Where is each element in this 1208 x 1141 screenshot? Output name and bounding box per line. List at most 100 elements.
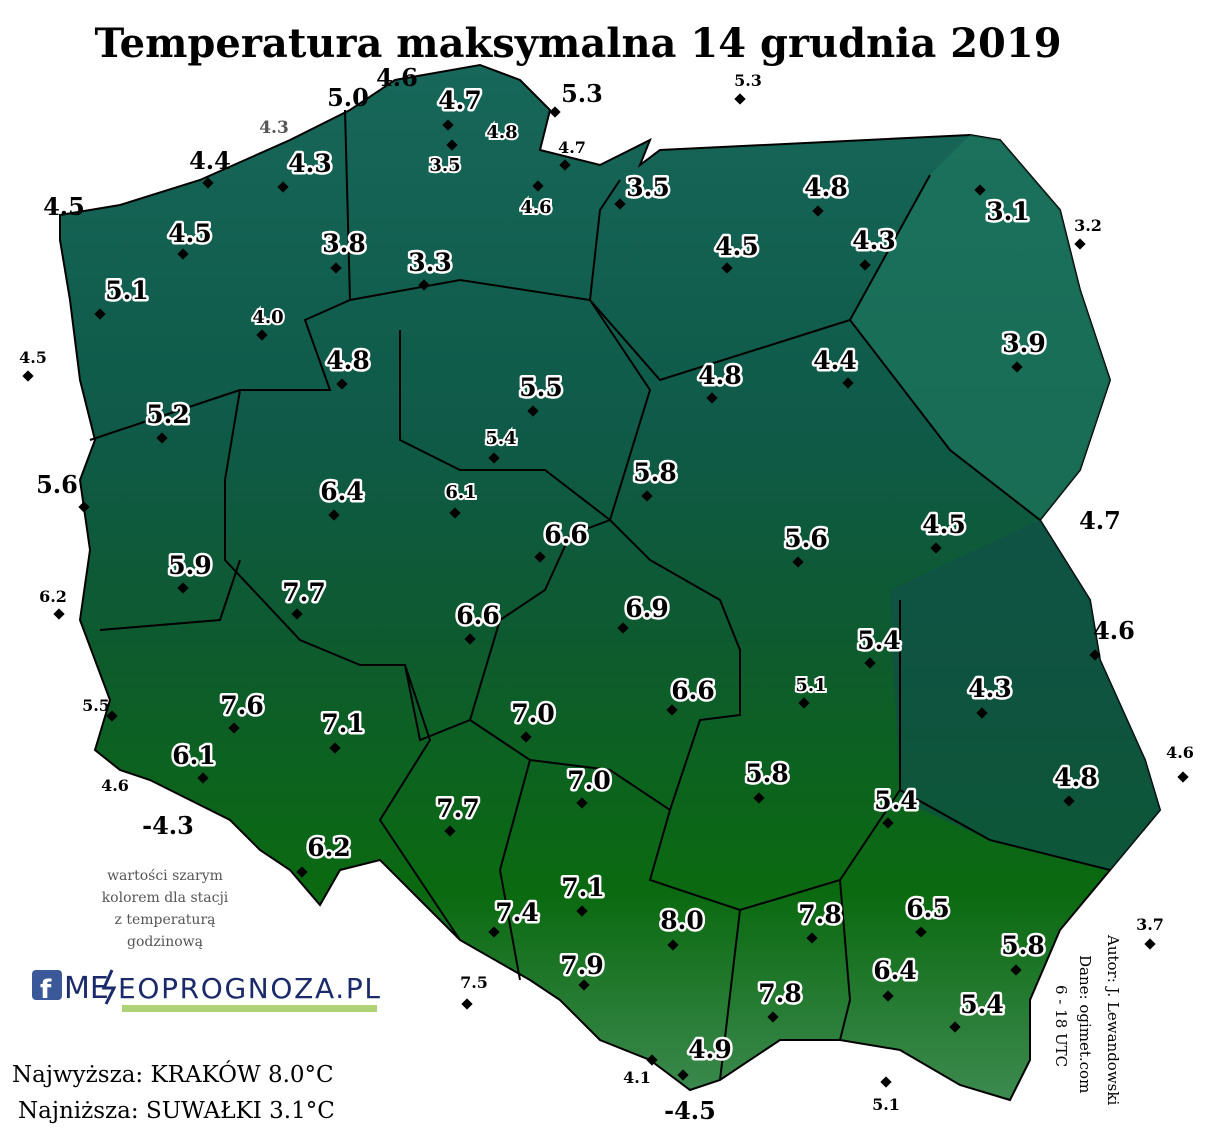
station-value: 4.8: [486, 122, 517, 143]
station-value: 4.3: [852, 226, 896, 255]
station-marker: [806, 932, 818, 944]
station-marker: [328, 509, 340, 521]
station-value: 3.3: [408, 248, 452, 277]
station-marker: [296, 866, 308, 878]
station-value: 4.1: [623, 1068, 651, 1087]
station-marker: [617, 622, 629, 634]
station-marker: [578, 979, 590, 991]
station-value: 7.0: [511, 699, 555, 728]
station-value: 5.5: [82, 696, 110, 715]
station-marker: [798, 697, 810, 709]
summary-max: Najwyższa: KRAKÓW 8.0°C: [12, 1061, 334, 1088]
region-borders: [89, 109, 1111, 1081]
station-value: 7.4: [495, 898, 539, 927]
station-value: 7.7: [436, 794, 480, 823]
station-value: 5.9: [168, 551, 212, 580]
credits: Autor: J. Lewandowski Dane: ogimet.com 6…: [1052, 934, 1122, 1105]
station-value: 5.4: [857, 626, 901, 655]
station-value: 4.6: [101, 776, 129, 795]
station-marker: [1010, 964, 1022, 976]
station-marker: [444, 825, 456, 837]
station-marker: [488, 452, 500, 464]
station-value: 7.9: [560, 951, 604, 980]
station-marker: [949, 1021, 961, 1033]
station-marker: [53, 608, 65, 620]
station-marker: [534, 551, 546, 563]
station-value: 4.6: [520, 197, 551, 218]
station-value: 6.4: [320, 477, 364, 506]
station-marker: [614, 198, 626, 210]
station-value: 4.7: [558, 138, 586, 157]
station-value: 4.6: [376, 63, 418, 92]
station-value: 4.4: [189, 146, 231, 175]
station-value: 6.5: [906, 894, 950, 923]
station-value: 4.6: [1166, 743, 1194, 762]
station-marker: [418, 279, 430, 291]
station-marker: [646, 1054, 658, 1066]
station-marker: [753, 792, 765, 804]
title: Temperatura maksymalna 14 grudnia 2019: [94, 20, 1061, 67]
station-value: 4.5: [19, 348, 47, 367]
station-marker: [559, 159, 571, 171]
station-marker: [706, 392, 718, 404]
station-marker: [915, 926, 927, 938]
station-marker: [1177, 771, 1189, 783]
station-value: 4.3: [968, 674, 1012, 703]
station-value: 4.8: [326, 346, 370, 375]
station-value: 6.6: [544, 520, 588, 549]
station-marker: [859, 259, 871, 271]
station-value: 5.8: [633, 458, 677, 487]
note-line: kolorem dla stacji: [102, 890, 229, 906]
credit: 6 - 18 UTC: [1052, 985, 1070, 1067]
station-value: 7.1: [561, 873, 605, 902]
station-value: -4.5: [664, 1096, 716, 1125]
station-marker: [864, 657, 876, 669]
station-marker: [329, 742, 341, 754]
station-value: 4.7: [1079, 506, 1121, 535]
station-value: 5.4: [874, 786, 918, 815]
station-marker: [576, 905, 588, 917]
station-value: 3.9: [1002, 329, 1046, 358]
station-value: 5.0: [327, 83, 369, 112]
station-value: 4.3: [288, 149, 332, 178]
station-value: 5.2: [146, 400, 190, 429]
station-value: 3.5: [626, 173, 670, 202]
station-marker: [177, 248, 189, 260]
station-marker: [202, 177, 214, 189]
station-value: 4.3: [259, 118, 289, 138]
station-value: 7.8: [758, 979, 802, 1008]
logo-bolt: [101, 969, 117, 1005]
station-marker: [256, 329, 268, 341]
station-marker: [336, 378, 348, 390]
station-value: 5.1: [105, 276, 149, 305]
station-value: 6.9: [625, 594, 669, 623]
station-value: 7.6: [220, 691, 264, 720]
station-marker: [880, 1076, 892, 1088]
station-value: 4.6: [1093, 616, 1135, 645]
station-value: 5.4: [485, 428, 516, 449]
station-value: 5.6: [36, 470, 78, 499]
station-value: -4.3: [142, 811, 194, 840]
facebook-f: f: [40, 975, 52, 1005]
station-marker: [767, 1011, 779, 1023]
station-value: 6.6: [671, 676, 715, 705]
station-marker: [330, 262, 342, 274]
station-value: 5.8: [1001, 931, 1045, 960]
station-value: 5.8: [745, 759, 789, 788]
station-marker: [228, 722, 240, 734]
note-line: wartości szarym: [107, 868, 223, 884]
station-marker: [667, 939, 679, 951]
station-value: 8.0: [660, 906, 704, 935]
station-marker: [930, 542, 942, 554]
logo-right: EOPROGNOZA.PL: [118, 972, 380, 1005]
station-marker: [1063, 795, 1075, 807]
station-value: 6.2: [39, 587, 67, 606]
station-marker: [446, 139, 458, 151]
note-line: godzinową: [127, 934, 203, 950]
station-marker: [464, 633, 476, 645]
station-value: 5.5: [519, 373, 563, 402]
station-marker: [576, 797, 588, 809]
station-marker: [641, 490, 653, 502]
station-marker: [277, 181, 289, 193]
